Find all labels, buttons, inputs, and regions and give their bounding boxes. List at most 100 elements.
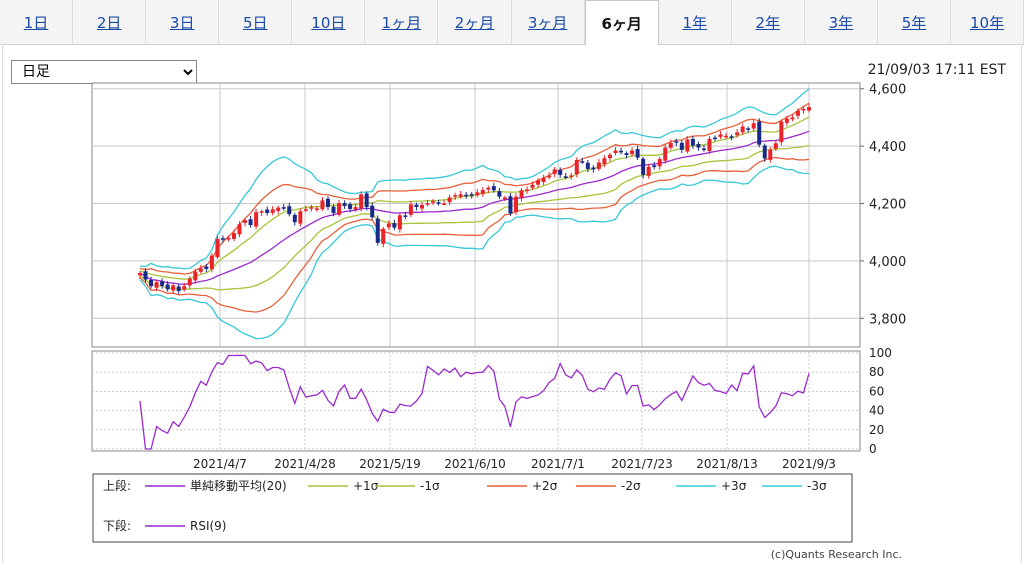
candle-body <box>176 286 181 292</box>
candle-body <box>790 117 795 120</box>
candle-body <box>641 158 646 175</box>
rsi-line <box>139 354 810 450</box>
candle-body <box>353 206 358 210</box>
legend-lower-label: 下段: <box>103 518 131 533</box>
candle-body <box>364 193 369 207</box>
candle-body <box>342 203 347 206</box>
candle-body <box>403 215 408 217</box>
candle-body <box>502 197 507 199</box>
candle-body <box>779 121 784 143</box>
candle-interval-select[interactable]: 日足 <box>11 60 197 84</box>
tab-12[interactable]: 5年 <box>878 0 952 44</box>
rsi-y-tick-label: 40 <box>869 404 884 418</box>
candle-body <box>635 149 640 158</box>
candle-body <box>231 233 236 239</box>
candle-body <box>497 191 502 197</box>
legend-box <box>92 473 853 543</box>
candle-body <box>270 209 275 213</box>
candle-body <box>325 198 330 207</box>
tab-1[interactable]: 2日 <box>73 0 147 44</box>
candle-body <box>580 161 585 163</box>
candle-body <box>696 144 701 148</box>
candle-body <box>574 159 579 175</box>
candle-body <box>425 203 430 205</box>
tab-8[interactable]: 6ヶ月 <box>584 0 659 45</box>
rsi-y-tick-label: 20 <box>869 423 884 437</box>
minus-1sigma-line <box>139 144 810 291</box>
candle-body <box>298 211 303 224</box>
rsi-y-tick-label: 60 <box>869 384 884 398</box>
candle-body <box>541 177 546 182</box>
candle-body <box>486 187 491 190</box>
tab-4[interactable]: 10日 <box>292 0 366 44</box>
candle-body <box>458 194 463 197</box>
candle-body <box>209 255 214 270</box>
x-tick-label: 2021/7/23 <box>611 457 673 471</box>
tab-9[interactable]: 1年 <box>659 0 732 44</box>
candle-body <box>563 176 568 178</box>
tab-3[interactable]: 5日 <box>219 0 293 44</box>
legend-upper-label: 上段: <box>103 478 131 493</box>
candle-body <box>547 175 552 178</box>
tab-2[interactable]: 3日 <box>146 0 220 44</box>
legend-item-label: -1σ <box>420 479 440 493</box>
rsi-y-tick-label: 0 <box>869 442 877 456</box>
main-y-tick-label: 4,200 <box>869 198 906 213</box>
data-timestamp: 21/09/03 17:11 EST <box>867 62 1006 78</box>
candle-body <box>187 278 192 286</box>
candle-body <box>442 203 447 206</box>
tab-0[interactable]: 1日 <box>0 0 74 44</box>
candle-body <box>414 204 419 207</box>
candle-body <box>248 219 253 226</box>
candle-body <box>784 118 789 123</box>
period-tabs: 1日 2日 3日 5日 10日 1ヶ月 2ヶ月 3ヶ月 6ヶ月 1年 2年 3年 5年 10年 <box>0 0 1024 45</box>
rsi-plot-frame <box>91 350 861 452</box>
candle-body <box>276 207 281 211</box>
tab-10[interactable]: 2年 <box>732 0 805 44</box>
plus-3sigma-line <box>139 88 810 270</box>
candle-body <box>718 134 723 137</box>
candle-body <box>751 123 756 129</box>
candle-body <box>569 175 574 177</box>
x-tick-label: 2021/7/1 <box>531 457 585 471</box>
tab-11[interactable]: 3年 <box>805 0 878 44</box>
tab-6[interactable]: 2ヶ月 <box>438 0 512 44</box>
candle-body <box>657 159 662 167</box>
candle-body <box>690 138 695 146</box>
candle-body <box>370 205 375 218</box>
x-tick-label: 2021/5/19 <box>359 457 421 471</box>
candle-body <box>585 162 590 170</box>
copyright-credit: (c)Quants Research Inc. <box>770 548 902 561</box>
candle-body <box>243 220 248 223</box>
tab-7[interactable]: 3ヶ月 <box>512 0 585 44</box>
candle-body <box>762 145 767 159</box>
candle-body <box>663 147 668 161</box>
legend-item-label: +1σ <box>353 479 379 493</box>
candle-body <box>513 196 518 213</box>
candle-body <box>624 153 629 156</box>
candle-body <box>674 141 679 143</box>
legend-item-label: +2σ <box>532 479 558 493</box>
candle-body <box>431 201 436 203</box>
candle-body <box>259 211 264 213</box>
chart-panel <box>2 44 1022 563</box>
candle-body <box>475 192 480 196</box>
candle-body <box>320 200 325 210</box>
candle-body <box>182 286 187 290</box>
candle-body <box>375 218 380 243</box>
x-tick-label: 2021/8/13 <box>696 457 758 471</box>
candle-body <box>386 223 391 228</box>
candle-body <box>801 108 806 111</box>
candle-body <box>408 204 413 215</box>
candle-body <box>348 204 353 209</box>
tab-5[interactable]: 1ヶ月 <box>365 0 439 44</box>
candle-body <box>154 282 159 288</box>
candle-body <box>613 150 618 154</box>
candle-body <box>679 142 684 150</box>
candle-body <box>536 180 541 185</box>
candle-body <box>331 206 336 213</box>
candle-body <box>619 150 624 153</box>
candle-body <box>171 285 176 291</box>
candle-body <box>701 148 706 151</box>
main-y-tick-label: 4,000 <box>869 255 906 270</box>
